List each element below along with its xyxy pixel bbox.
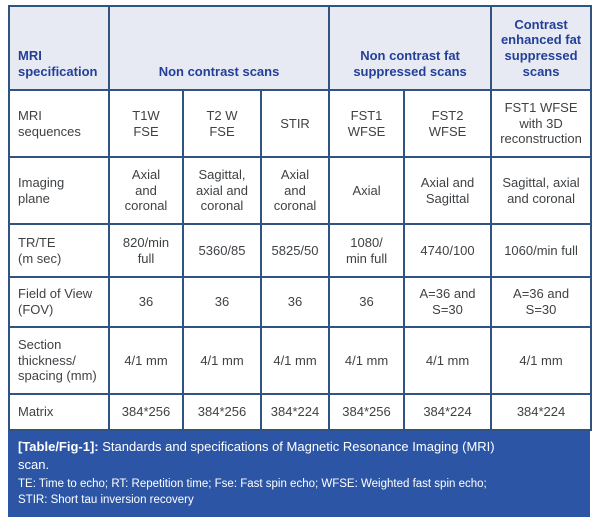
table-figure: MRI specification Non contrast scans Non… bbox=[8, 5, 593, 517]
table-cell: 36 bbox=[328, 276, 406, 328]
row-label-tr-te: TR/TE (m sec) bbox=[8, 223, 110, 278]
table-cell: 1080/ min full bbox=[328, 223, 406, 278]
caption-band: [Table/Fig-1]: Standards and specificati… bbox=[8, 431, 590, 517]
table-cell: FST1 WFSE with 3D reconstruction bbox=[490, 89, 593, 158]
table-cell: A=36 and S=30 bbox=[403, 276, 493, 328]
table-cell: T1W FSE bbox=[108, 89, 184, 158]
mri-specifications-table: MRI specification Non contrast scans Non… bbox=[8, 5, 593, 431]
group-header-contrast-enhanced-fat-suppressed: Contrast enhanced fat suppressed scans bbox=[490, 5, 593, 91]
table-cell: 820/min full bbox=[108, 223, 184, 278]
table-cell: 4/1 mm bbox=[403, 326, 493, 395]
table-cell: FST2 WFSE bbox=[403, 89, 493, 158]
header-row: MRI specification Non contrast scans Non… bbox=[8, 5, 593, 91]
caption-abbreviations: TE: Time to echo; RT: Repetition time; F… bbox=[18, 477, 487, 507]
table-cell: 4/1 mm bbox=[328, 326, 406, 395]
group-header-non-contrast-fat-suppressed: Non contrast fat suppressed scans bbox=[328, 5, 493, 91]
table-cell: 4/1 mm bbox=[182, 326, 262, 395]
caption-text: Standards and specifications of Magnetic… bbox=[18, 439, 495, 472]
table-cell: 384*224 bbox=[490, 393, 593, 431]
table-cell: Sagittal, axial and coronal bbox=[490, 156, 593, 225]
row-label-imaging-plane: Imaging plane bbox=[8, 156, 110, 225]
table-cell: T2 W FSE bbox=[182, 89, 262, 158]
table-cell: 384*256 bbox=[182, 393, 262, 431]
table-cell: 384*224 bbox=[403, 393, 493, 431]
row-label-field-of-view: Field of View (FOV) bbox=[8, 276, 110, 328]
table-cell: FST1 WFSE bbox=[328, 89, 406, 158]
row-label-mri-sequences: MRI sequences bbox=[8, 89, 110, 158]
row-imaging-plane: Imaging plane Axial and coronal Sagittal… bbox=[8, 156, 593, 225]
table-cell: 4740/100 bbox=[403, 223, 493, 278]
row-field-of-view: Field of View (FOV) 36 36 36 36 A=36 and… bbox=[8, 276, 593, 328]
table-cell: Axial and coronal bbox=[259, 156, 331, 225]
table-cell: 384*256 bbox=[328, 393, 406, 431]
table-cell: 4/1 mm bbox=[490, 326, 593, 395]
table-cell: 384*256 bbox=[108, 393, 184, 431]
table-cell: A=36 and S=30 bbox=[490, 276, 593, 328]
table-cell: Axial bbox=[328, 156, 406, 225]
table-cell: Axial and coronal bbox=[108, 156, 184, 225]
table-cell: 5360/85 bbox=[182, 223, 262, 278]
row-mri-sequences: MRI sequences T1W FSE T2 W FSE STIR FST1… bbox=[8, 89, 593, 158]
row-section-thickness: Section thickness/ spacing (mm) 4/1 mm 4… bbox=[8, 326, 593, 395]
table-cell: 4/1 mm bbox=[259, 326, 331, 395]
table-cell: 384*224 bbox=[259, 393, 331, 431]
group-header-non-contrast-scans: Non contrast scans bbox=[107, 5, 331, 91]
table-cell: 36 bbox=[108, 276, 184, 328]
table-cell: 36 bbox=[182, 276, 262, 328]
corner-header-mri-specification: MRI specification bbox=[8, 5, 110, 91]
table-cell: 4/1 mm bbox=[108, 326, 184, 395]
table-cell: STIR bbox=[259, 89, 331, 158]
table-cell: 36 bbox=[259, 276, 331, 328]
table-caption: [Table/Fig-1]: Standards and specificati… bbox=[18, 438, 580, 474]
caption-tag: [Table/Fig-1]: bbox=[18, 439, 99, 454]
row-label-section-thickness: Section thickness/ spacing (mm) bbox=[8, 326, 110, 395]
row-tr-te: TR/TE (m sec) 820/min full 5360/85 5825/… bbox=[8, 223, 593, 278]
table-cell: 5825/50 bbox=[259, 223, 331, 278]
table-cell: Axial and Sagittal bbox=[403, 156, 493, 225]
table-cell: 1060/min full bbox=[490, 223, 593, 278]
row-label-matrix: Matrix bbox=[8, 393, 110, 431]
table-cell: Sagittal, axial and coronal bbox=[182, 156, 262, 225]
row-matrix: Matrix 384*256 384*256 384*224 384*256 3… bbox=[8, 393, 593, 431]
